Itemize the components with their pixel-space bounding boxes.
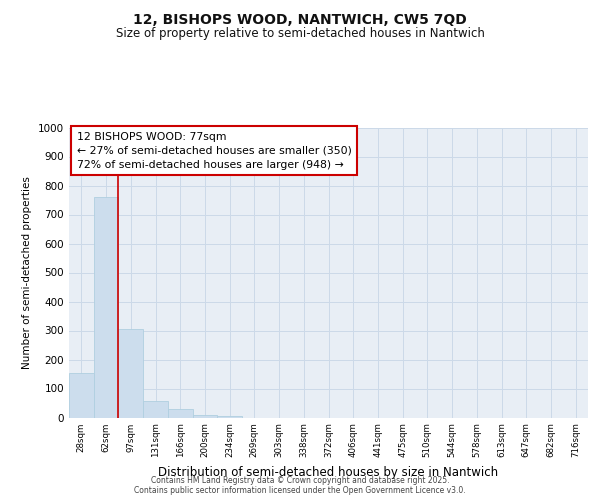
Text: Contains HM Land Registry data © Crown copyright and database right 2025.
Contai: Contains HM Land Registry data © Crown c… <box>134 476 466 495</box>
Bar <box>94 197 118 418</box>
Bar <box>143 401 168 417</box>
Bar <box>217 416 242 418</box>
Y-axis label: Number of semi-detached properties: Number of semi-detached properties <box>22 176 32 369</box>
X-axis label: Distribution of semi-detached houses by size in Nantwich: Distribution of semi-detached houses by … <box>158 466 499 478</box>
Text: 12, BISHOPS WOOD, NANTWICH, CW5 7QD: 12, BISHOPS WOOD, NANTWICH, CW5 7QD <box>133 12 467 26</box>
Bar <box>118 329 143 418</box>
Text: Size of property relative to semi-detached houses in Nantwich: Size of property relative to semi-detach… <box>116 28 484 40</box>
Bar <box>168 409 193 418</box>
Text: 12 BISHOPS WOOD: 77sqm
← 27% of semi-detached houses are smaller (350)
72% of se: 12 BISHOPS WOOD: 77sqm ← 27% of semi-det… <box>77 132 352 170</box>
Bar <box>193 414 217 418</box>
Bar <box>69 372 94 418</box>
